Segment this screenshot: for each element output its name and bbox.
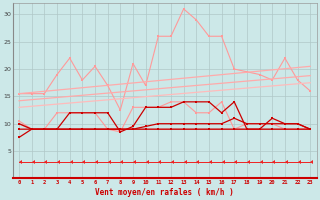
X-axis label: Vent moyen/en rafales ( km/h ): Vent moyen/en rafales ( km/h ) — [95, 188, 234, 197]
